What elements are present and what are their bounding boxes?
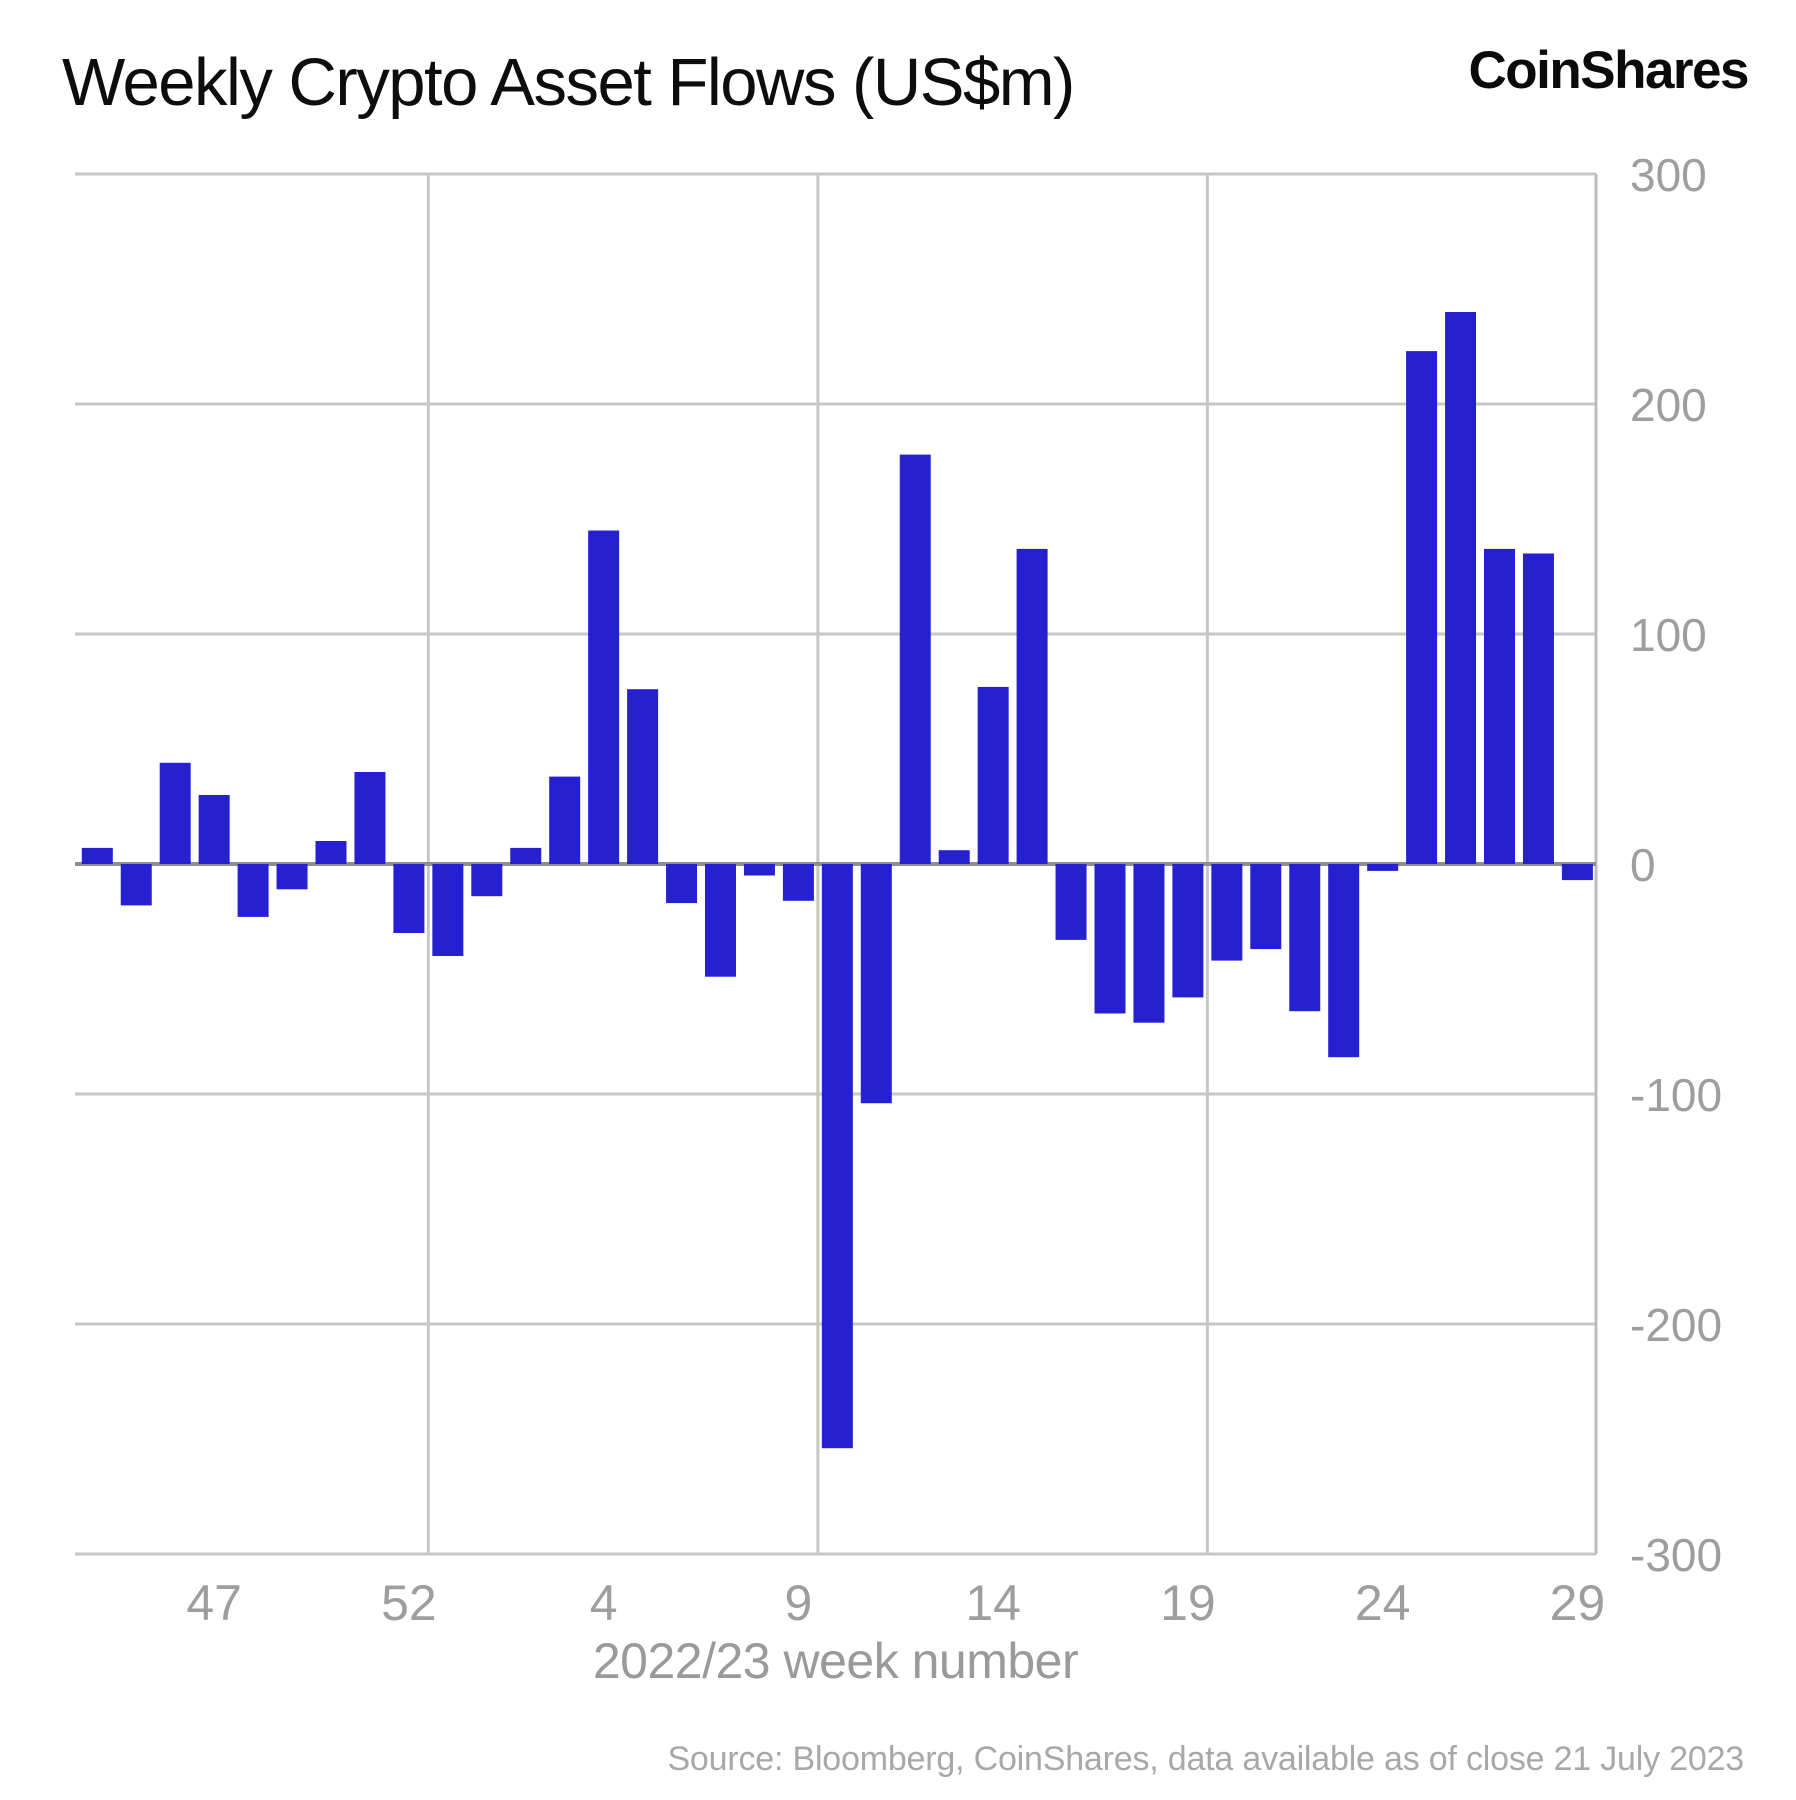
bar-week-17	[1094, 864, 1126, 1014]
bar-week-10	[821, 864, 853, 1449]
coinshares-logo: CoinShares	[1468, 41, 1749, 100]
bar-week-8	[743, 864, 775, 876]
y-tick-label: -100	[1630, 1069, 1722, 1121]
bar-week-11	[860, 864, 892, 1104]
x-tick-label: 52	[381, 1575, 437, 1631]
bar-week-53	[432, 864, 464, 956]
bar-week-23	[1328, 864, 1360, 1058]
x-tick-label: 47	[186, 1575, 242, 1631]
y-tick-label: 100	[1630, 609, 1707, 661]
bar-week-50	[315, 841, 347, 864]
bar-week-47	[198, 795, 230, 864]
y-tick-label: -300	[1630, 1529, 1722, 1581]
bar-week-14	[977, 686, 1009, 864]
y-tick-label: 200	[1630, 379, 1707, 431]
x-tick-label: 19	[1160, 1575, 1216, 1631]
bar-week-1	[471, 864, 503, 897]
x-tick-label: 14	[965, 1575, 1021, 1631]
x-tick-label: 24	[1355, 1575, 1411, 1631]
bar-week-46	[159, 762, 191, 864]
y-tick-label: -200	[1630, 1299, 1722, 1351]
bar-week-16	[1055, 864, 1087, 940]
bar-week-20	[1211, 864, 1243, 961]
y-tick-label: 300	[1630, 149, 1707, 201]
bar-week-25	[1406, 351, 1438, 865]
bar-week-19	[1172, 864, 1204, 998]
page-title: Weekly Crypto Asset Flows (US$m)	[62, 45, 1075, 120]
y-tick-label: 0	[1630, 839, 1656, 891]
bar-week-3	[549, 776, 581, 864]
bar-week-48	[237, 864, 269, 917]
bar-week-52	[393, 864, 425, 933]
bar-week-45	[120, 864, 152, 906]
bar-week-15	[1016, 548, 1048, 864]
x-tick-label: 4	[590, 1575, 618, 1631]
bar-week-44	[81, 847, 113, 864]
bar-week-29	[1561, 864, 1593, 881]
bar-week-2	[510, 847, 542, 864]
bar-week-24	[1367, 864, 1399, 871]
bar-week-6	[666, 864, 698, 904]
bar-week-9	[782, 864, 814, 901]
bar-week-18	[1133, 864, 1165, 1023]
source-note: Source: Bloomberg, CoinShares, data avai…	[667, 1740, 1744, 1778]
bar-week-28	[1522, 553, 1554, 864]
x-tick-label: 29	[1550, 1575, 1606, 1631]
bar-week-21	[1250, 864, 1282, 950]
bar-week-4	[588, 530, 620, 864]
bar-week-12	[899, 454, 931, 864]
bar-week-22	[1289, 864, 1321, 1012]
x-axis-title: 2022/23 week number	[592, 1633, 1079, 1689]
bar-week-27	[1484, 548, 1515, 864]
bar-week-49	[276, 864, 308, 890]
bar-week-13	[938, 850, 970, 864]
x-tick-label: 9	[784, 1575, 812, 1631]
bar-week-51	[354, 772, 386, 864]
bar-week-5	[627, 689, 659, 864]
bar-week-26	[1445, 312, 1477, 864]
bar-week-7	[705, 864, 736, 977]
